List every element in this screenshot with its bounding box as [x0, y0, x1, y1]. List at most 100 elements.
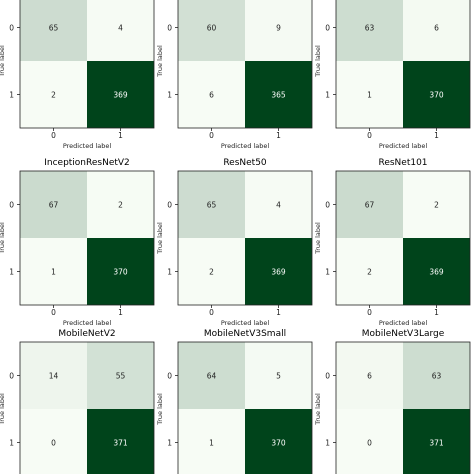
confusion-matrix-4: InceptionResNetV2 67 2 1 370 0 1 True label 0 1 Pr… [0, 158, 155, 327]
matrix-cell [245, 238, 312, 305]
matrix-cell [87, 171, 154, 238]
y-axis-label: True label [156, 393, 164, 426]
cell-value-label: 370 [271, 439, 286, 448]
x-axis-label: Predicted label [63, 319, 111, 327]
y-tick-label: 0 [167, 24, 172, 33]
y-tick-label: 0 [9, 24, 14, 33]
x-tick-label: 0 [367, 308, 372, 317]
y-tick-label: 0 [9, 201, 14, 210]
y-tick-label: 1 [9, 268, 14, 277]
x-axis-label: Predicted label [221, 319, 269, 327]
cell-value-label: 1 [209, 439, 214, 448]
cell-value-label: 6 [367, 372, 372, 381]
matrix-cell [178, 342, 245, 409]
cell-value-label: 63 [432, 372, 442, 381]
y-axis-label: True label [0, 222, 6, 255]
y-axis-label: True label [314, 45, 322, 78]
y-tick-label: 1 [325, 439, 330, 448]
chart-title: ResNet50 [223, 158, 267, 168]
confusion-matrix-5: ResNet50 65 4 2 369 0 1 True label 0 1 Predicted l… [156, 158, 313, 327]
cell-value-label: 67 [365, 201, 375, 210]
y-tick-label: 0 [325, 372, 330, 381]
cell-value-label: 2 [434, 201, 439, 210]
x-tick-label: 0 [51, 131, 56, 140]
matrix-frame [177, 341, 313, 474]
cell-value-label: 65 [207, 201, 217, 210]
matrix-frame [335, 341, 471, 474]
x-tick-label: 1 [276, 131, 281, 140]
y-axis-label: True label [156, 222, 164, 255]
cell-value-label: 365 [271, 91, 286, 100]
matrix-cell [245, 342, 312, 409]
matrix-cell [403, 342, 470, 409]
matrix-cell [87, 0, 154, 61]
confusion-matrix-8: MobileNetV3Small 64 5 1 370 0 1 True label [156, 329, 313, 474]
matrix-frame [335, 170, 471, 306]
x-axis-label: Predicted label [379, 142, 427, 150]
matrix-frame [335, 0, 471, 129]
chart-title: MobileNetV2 [58, 329, 115, 339]
matrix-cell [87, 238, 154, 305]
y-tick-label: 1 [9, 439, 14, 448]
y-tick-label: 1 [167, 91, 172, 100]
y-tick-label: 0 [167, 372, 172, 381]
matrix-cell [178, 171, 245, 238]
matrix-cell [87, 409, 154, 474]
cell-value-label: 6 [209, 91, 214, 100]
matrix-cell [403, 0, 470, 61]
x-tick-label: 1 [118, 308, 123, 317]
cell-value-label: 60 [207, 24, 217, 33]
matrix-cell [403, 61, 470, 128]
x-axis-label: Predicted label [63, 142, 111, 150]
matrix-cell [20, 0, 87, 61]
matrix-cell [336, 238, 403, 305]
matrix-cell [403, 171, 470, 238]
cell-value-label: 371 [113, 439, 128, 448]
confusion-matrix-9: MobileNetV3Large 6 63 0 371 0 1 True label [314, 329, 471, 474]
matrix-cell [336, 0, 403, 61]
cell-value-label: 369 [429, 268, 444, 277]
matrix-cell [178, 409, 245, 474]
x-axis-label: Predicted label [221, 142, 269, 150]
cell-value-label: 14 [49, 372, 59, 381]
y-tick-label: 1 [167, 439, 172, 448]
cell-value-label: 0 [51, 439, 56, 448]
x-tick-label: 1 [434, 308, 439, 317]
matrix-cell [20, 342, 87, 409]
matrix-cell [87, 61, 154, 128]
cell-value-label: 2 [51, 91, 56, 100]
matrix-frame [19, 341, 155, 474]
confusion-matrix-7: MobileNetV2 14 55 0 371 0 1 True label [0, 329, 155, 474]
cell-value-label: 65 [49, 24, 59, 33]
cell-value-label: 9 [276, 24, 281, 33]
x-tick-label: 1 [118, 131, 123, 140]
chart-title: InceptionResNetV2 [44, 158, 130, 168]
x-tick-label: 0 [51, 308, 56, 317]
matrix-cell [178, 238, 245, 305]
matrix-frame [177, 0, 313, 129]
cell-value-label: 6 [434, 24, 439, 33]
cell-value-label: 0 [367, 439, 372, 448]
matrix-cell [336, 342, 403, 409]
y-tick-label: 1 [325, 268, 330, 277]
matrix-cell [20, 61, 87, 128]
cell-value-label: 370 [113, 268, 128, 277]
cell-value-label: 4 [276, 201, 281, 210]
x-tick-label: 1 [276, 308, 281, 317]
cell-value-label: 2 [118, 201, 123, 210]
matrix-cell [245, 409, 312, 474]
y-tick-label: 0 [9, 372, 14, 381]
chart-title: MobileNetV3Large [362, 329, 445, 339]
cell-value-label: 67 [49, 201, 59, 210]
y-tick-label: 1 [167, 268, 172, 277]
cell-value-label: 5 [276, 372, 281, 381]
y-tick-label: 0 [167, 201, 172, 210]
y-axis-label: True label [156, 45, 164, 78]
matrix-cell [245, 171, 312, 238]
confusion-matrix-6: ResNet101 67 2 2 369 0 1 True label 0 1 Predicted … [314, 158, 471, 327]
confusion-matrix-3: 63 6 1 370 0 1 True label 0 1 Predicted label [314, 0, 471, 150]
y-axis-label: True label [0, 45, 6, 78]
cell-value-label: 64 [207, 372, 217, 381]
matrix-cell [403, 409, 470, 474]
